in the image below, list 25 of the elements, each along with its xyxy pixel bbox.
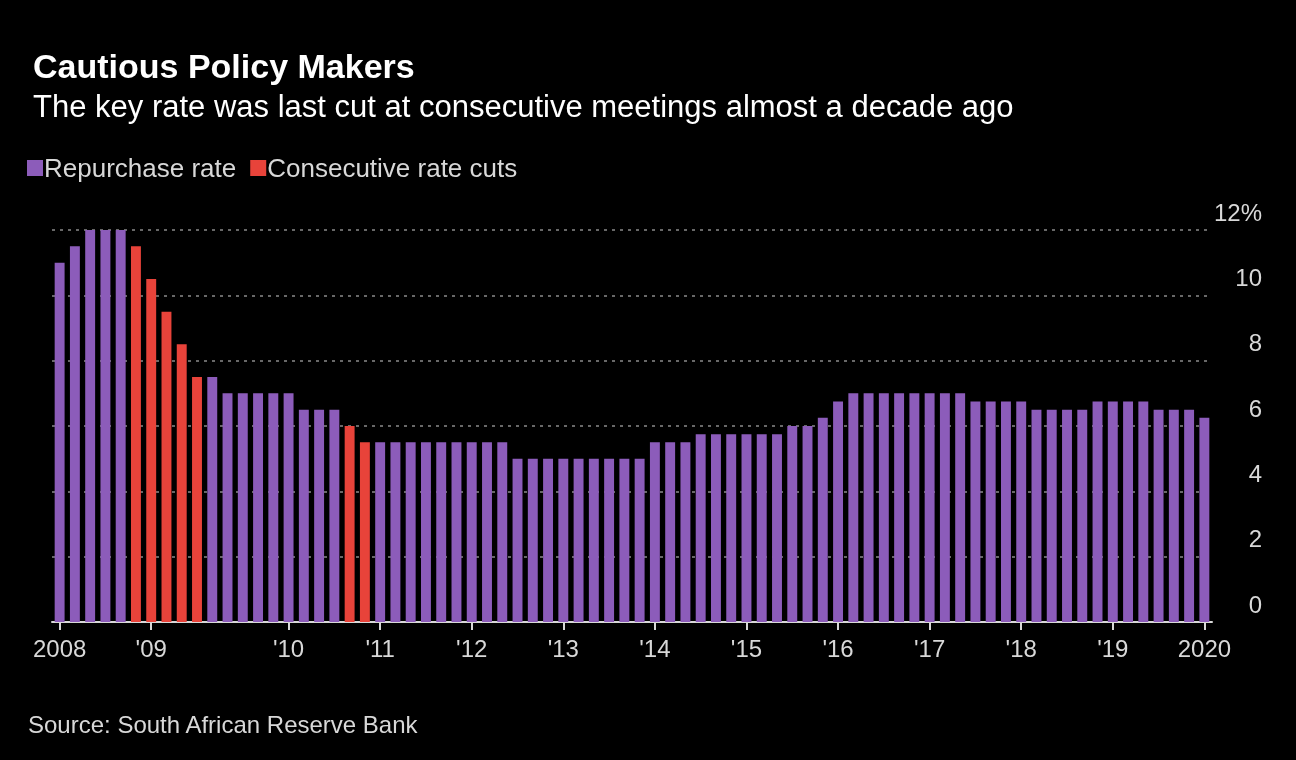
y-tick-label: 10 xyxy=(1235,263,1262,291)
y-tick-label: 12% xyxy=(1213,198,1262,226)
x-tick-label: '14 xyxy=(639,634,671,662)
x-tick-label: '11 xyxy=(365,634,395,662)
x-tick-label: '12 xyxy=(456,634,488,662)
legend-label: Consecutive rate cuts xyxy=(267,153,518,183)
source-note: Source: South African Reserve Bank xyxy=(28,710,419,738)
y-tick-label: 8 xyxy=(1248,329,1262,357)
chart-subtitle: The key rate was last cut at consecutive meetings almost a decade ago xyxy=(33,89,1014,124)
x-tick-label: '09 xyxy=(135,634,167,662)
chart-title: Cautious Policy Makers xyxy=(33,47,415,85)
x-tick-label: '16 xyxy=(822,634,854,662)
x-tick-label: '15 xyxy=(730,634,763,662)
x-tick-label: '18 xyxy=(1005,634,1037,662)
x-tick-label: 2020 xyxy=(1177,634,1232,662)
y-tick-label: 6 xyxy=(1248,394,1262,422)
y-tick-label: 0 xyxy=(1248,590,1262,618)
y-tick-label: 2 xyxy=(1248,525,1262,553)
x-tick-label: '17 xyxy=(913,634,946,662)
legend-label: Repurchase rate xyxy=(44,153,237,183)
x-tick-label: '19 xyxy=(1097,634,1129,662)
y-tick-label: 4 xyxy=(1248,459,1262,487)
x-tick-label: '13 xyxy=(547,634,579,662)
x-tick-label: 2008 xyxy=(32,634,87,662)
x-tick-label: '10 xyxy=(272,634,305,662)
